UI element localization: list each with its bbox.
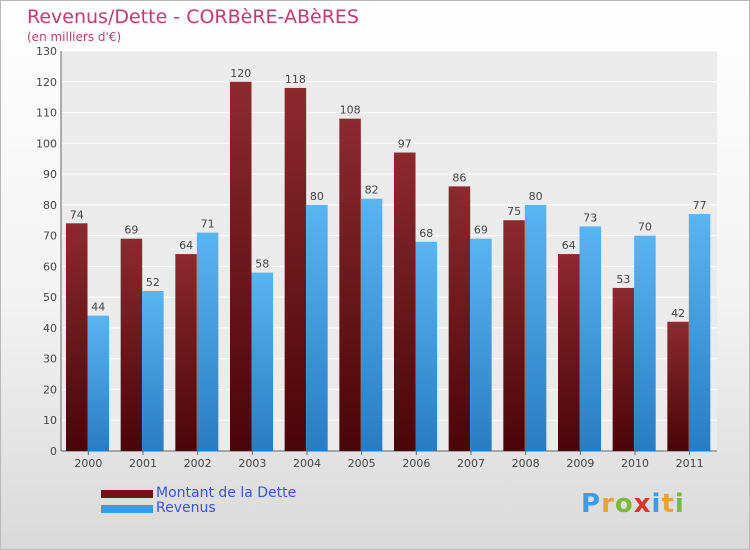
- label-revenus-2009: 73: [583, 211, 597, 224]
- bar-dette-2003: [230, 81, 252, 452]
- bar-revenus-2010: [634, 235, 656, 451]
- x-tick-label: 2009: [566, 457, 594, 470]
- y-tick-label: 60: [43, 260, 57, 273]
- bar-dette-2006: [394, 152, 416, 452]
- y-tick-label: 70: [43, 230, 57, 243]
- label-revenus-2010: 70: [638, 221, 652, 234]
- y-tick-label: 30: [43, 353, 57, 366]
- y-tick-label: 50: [43, 291, 57, 304]
- label-dette-2006: 97: [398, 138, 412, 151]
- bar-revenus-2011: [688, 214, 711, 451]
- label-revenus-2002: 71: [201, 218, 215, 231]
- legend-label-dette: Montant de la Dette: [156, 485, 297, 501]
- y-tick-label: 80: [43, 199, 57, 212]
- label-revenus-2005: 82: [365, 184, 379, 197]
- bar-dette-2008: [503, 220, 525, 451]
- label-dette-2002: 64: [179, 239, 193, 252]
- y-tick-label: 90: [43, 168, 57, 181]
- legend-swatch-revenus: [101, 505, 153, 513]
- label-revenus-2011: 77: [693, 199, 707, 212]
- label-revenus-2004: 80: [310, 190, 324, 203]
- x-tick-label: 2005: [348, 457, 376, 470]
- bar-dette-2007: [448, 186, 471, 451]
- y-tick-label: 20: [43, 383, 57, 396]
- x-tick-label: 2008: [512, 457, 540, 470]
- x-tick-label: 2000: [74, 457, 102, 470]
- label-revenus-2006: 68: [419, 227, 433, 240]
- label-dette-2007: 86: [452, 171, 466, 184]
- x-tick-label: 2006: [402, 457, 430, 470]
- label-dette-2003: 120: [230, 67, 251, 80]
- y-tick-label: 110: [36, 107, 57, 120]
- x-tick-label: 2004: [293, 457, 321, 470]
- label-revenus-2007: 69: [474, 224, 488, 237]
- bar-revenus-2000: [87, 315, 109, 451]
- bar-dette-2000: [66, 223, 88, 451]
- bar-revenus-2008: [524, 204, 547, 451]
- bar-revenus-2004: [306, 204, 328, 451]
- label-dette-2004: 118: [285, 73, 306, 86]
- legend-swatch-dette: [101, 490, 153, 498]
- y-tick-label: 40: [43, 322, 57, 335]
- x-tick-label: 2001: [129, 457, 157, 470]
- bar-revenus-2007: [470, 238, 492, 451]
- proxiti-logo: Proxiti: [581, 489, 685, 519]
- plot-area: [61, 51, 717, 451]
- label-dette-2008: 75: [507, 205, 521, 218]
- label-revenus-2008: 80: [529, 190, 543, 203]
- bar-revenus-2009: [579, 226, 601, 451]
- bar-revenus-2006: [415, 241, 437, 451]
- x-tick-label: 2011: [676, 457, 704, 470]
- x-tick-label: 2003: [238, 457, 266, 470]
- legend-label-revenus: Revenus: [156, 500, 216, 516]
- bar-revenus-2001: [142, 291, 164, 451]
- y-tick-label: 100: [36, 137, 57, 150]
- bar-dette-2004: [284, 87, 307, 451]
- x-tick-label: 2007: [457, 457, 485, 470]
- x-tick-label: 2010: [621, 457, 649, 470]
- label-revenus-2001: 52: [146, 276, 160, 289]
- y-tick-label: 120: [36, 76, 57, 89]
- bar-dette-2005: [339, 118, 361, 451]
- label-dette-2005: 108: [340, 104, 361, 117]
- y-tick-label: 130: [36, 45, 57, 58]
- bar-dette-2001: [120, 238, 143, 451]
- label-revenus-2000: 44: [91, 301, 105, 314]
- x-tick-label: 2002: [184, 457, 212, 470]
- y-tick-label: 0: [50, 445, 57, 458]
- bar-dette-2011: [667, 321, 689, 451]
- label-dette-2010: 53: [616, 273, 630, 286]
- chart-title: Revenus/Dette - CORBèRE-ABèRES: [27, 6, 359, 28]
- label-revenus-2003: 58: [255, 258, 269, 271]
- bar-revenus-2005: [360, 198, 383, 451]
- y-tick-label: 10: [43, 414, 57, 427]
- bar-dette-2010: [612, 287, 635, 451]
- bar-revenus-2002: [196, 232, 219, 451]
- label-dette-2000: 74: [70, 208, 84, 221]
- bar-dette-2002: [175, 254, 197, 451]
- chart-subtitle: (en milliers d'€): [27, 30, 122, 44]
- label-dette-2001: 69: [124, 224, 138, 237]
- bar-revenus-2003: [251, 272, 273, 451]
- bar-dette-2009: [558, 254, 580, 451]
- label-dette-2009: 64: [562, 239, 576, 252]
- label-dette-2011: 42: [671, 307, 685, 320]
